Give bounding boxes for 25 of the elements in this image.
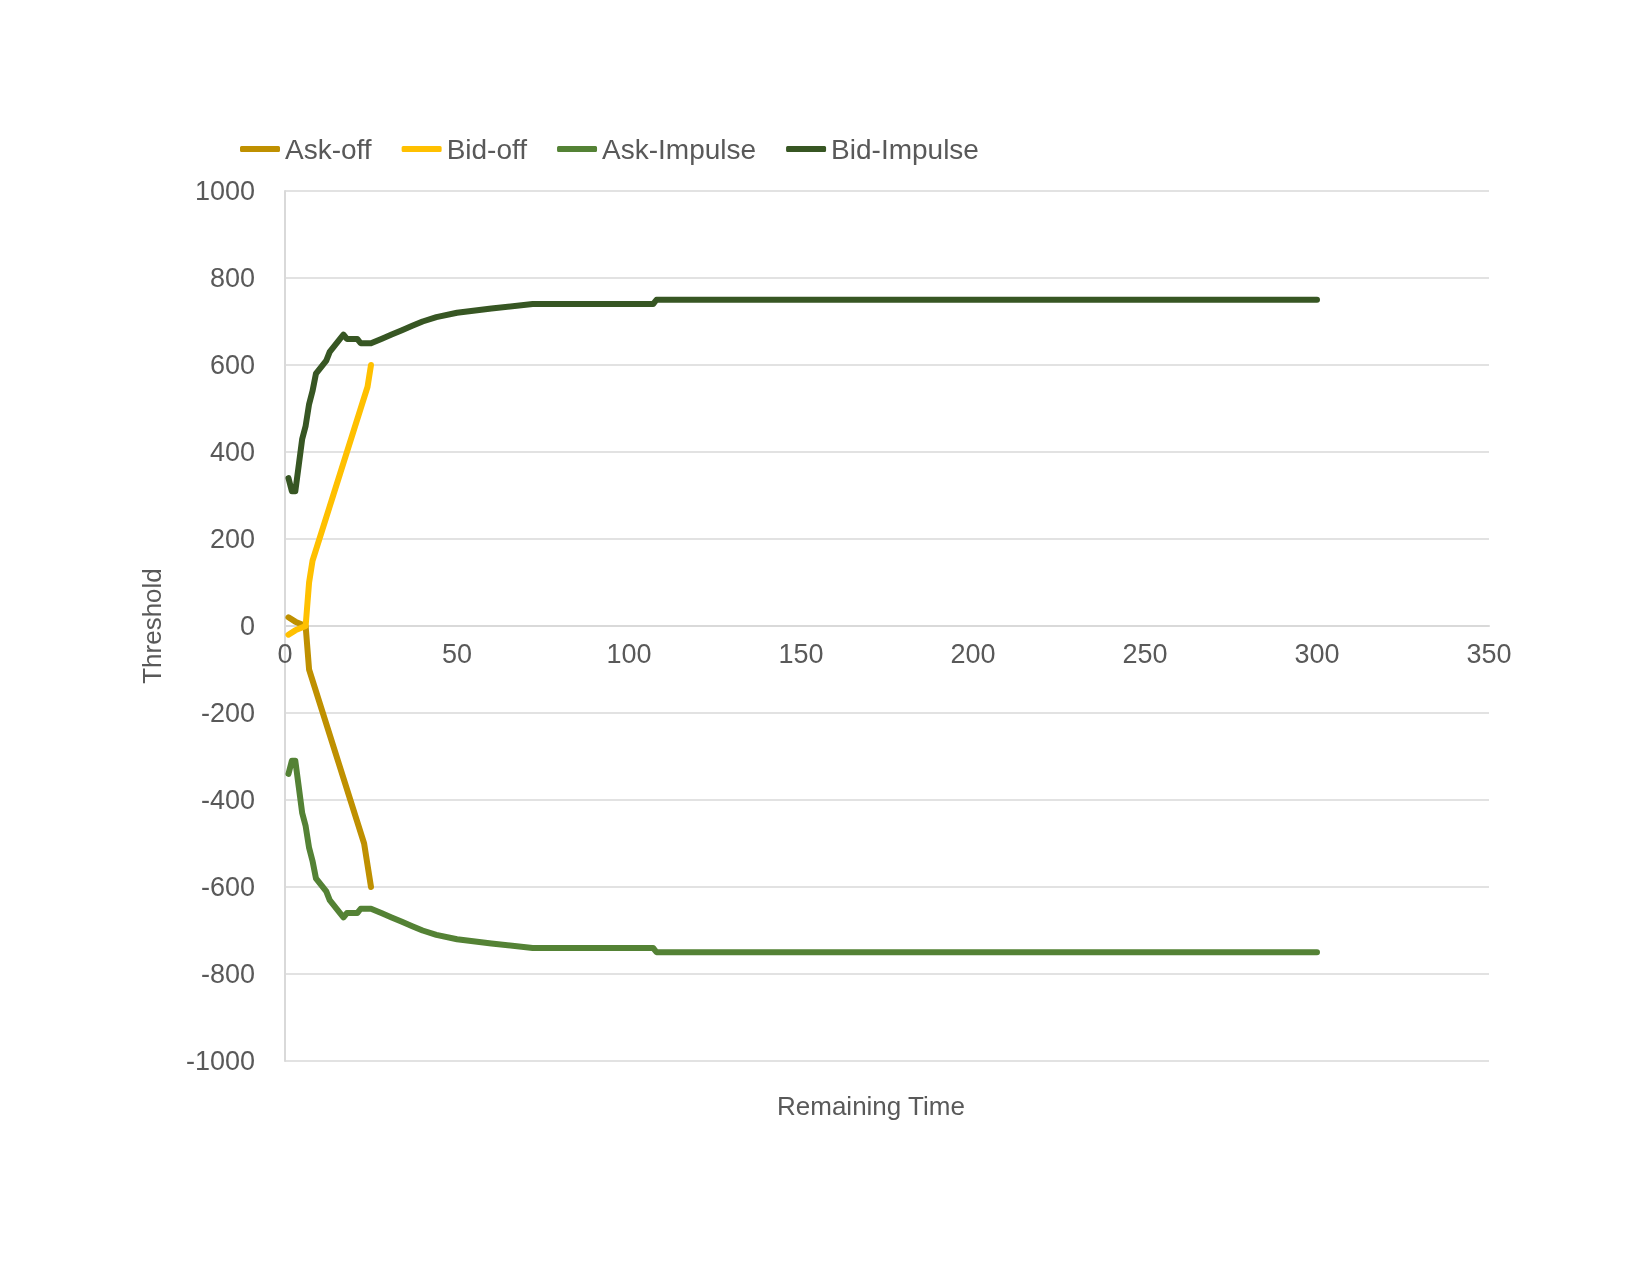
x-tick-label: 50 bbox=[441, 638, 473, 669]
legend-label: Bid-off bbox=[446, 133, 528, 165]
y-tick-label: 800 bbox=[209, 263, 255, 293]
legend-label: Ask-Impulse bbox=[602, 133, 757, 165]
y-tick-label: -600 bbox=[200, 872, 255, 902]
x-axis-title: Remaining Time bbox=[777, 1091, 965, 1121]
y-tick-label: -1000 bbox=[185, 1046, 255, 1076]
x-tick-label: 200 bbox=[950, 638, 996, 669]
x-tick-label: 0 bbox=[277, 638, 293, 669]
legend-label: Bid-Impulse bbox=[831, 133, 979, 165]
x-tick-label: 150 bbox=[778, 638, 824, 669]
legend-label: Ask-off bbox=[285, 133, 372, 165]
y-tick-label: 600 bbox=[209, 350, 255, 380]
y-tick-label: 0 bbox=[239, 611, 255, 641]
y-tick-label: 1000 bbox=[194, 176, 255, 206]
x-tick-label: 300 bbox=[1294, 638, 1340, 669]
y-tick-label: 400 bbox=[209, 437, 255, 467]
y-axis-title: Threshold bbox=[137, 568, 167, 684]
x-tick-label: 100 bbox=[606, 638, 652, 669]
y-tick-label: -800 bbox=[200, 959, 255, 989]
y-tick-label: -200 bbox=[200, 698, 255, 728]
y-tick-label: 200 bbox=[209, 524, 255, 554]
y-tick-label: -400 bbox=[200, 785, 255, 815]
x-tick-label: 350 bbox=[1466, 638, 1512, 669]
x-tick-label: 250 bbox=[1122, 638, 1168, 669]
